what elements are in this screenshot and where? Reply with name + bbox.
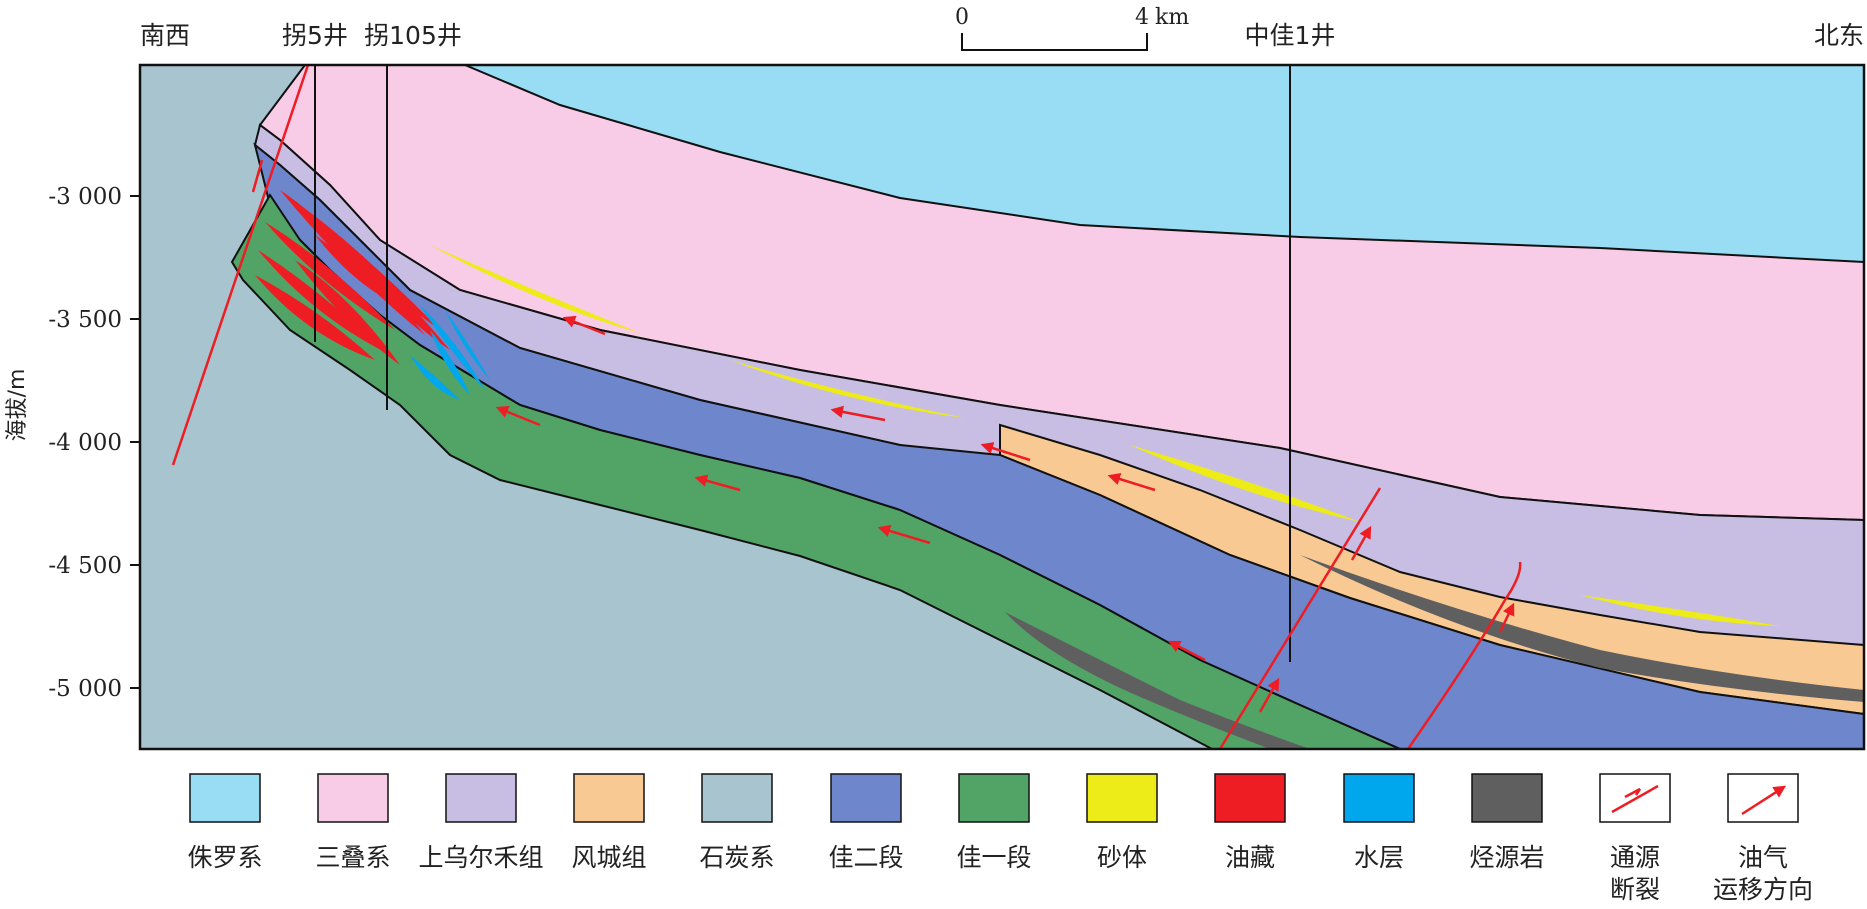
well-label: 拐105井 (364, 21, 462, 50)
legend-label: 运移方向 (1713, 875, 1813, 904)
legend-swatches (189, 773, 1799, 823)
y-axis: -3 000 -3 500 -4 000 -4 500 -5 000 海拔/m (5, 184, 140, 702)
legend-label: 油气 (1738, 843, 1788, 872)
scale-bar: 0 4 km (955, 5, 1189, 51)
source-faults (171, 65, 1522, 749)
y-tick-label: -4 000 (48, 430, 122, 456)
legend: 侏罗系 三叠系 上乌尔禾组 风城组 石炭系 佳二段 佳一段 砂体 油藏 水层 烃… (187, 773, 1813, 904)
water-layers (410, 305, 490, 400)
legend-label: 水层 (1354, 843, 1404, 872)
legend-label: 佳二段 (828, 843, 903, 872)
y-tick-label: -3 000 (48, 184, 122, 210)
migration-arrows (495, 315, 1206, 662)
legend-label: 风城组 (571, 843, 646, 872)
scale-bar-start: 0 (955, 5, 969, 30)
sand-body (1580, 595, 1780, 626)
well-bores (314, 65, 1291, 662)
legend-label: 烃源岩 (1469, 843, 1544, 872)
scale-bar-unit: km (1155, 5, 1189, 30)
legend-label: 通源 (1610, 843, 1660, 872)
legend-label: 砂体 (1097, 843, 1147, 872)
orientation-left: 南西 (140, 21, 190, 50)
well-label: 中佳1井 (1245, 21, 1336, 50)
legend-label: 断裂 (1610, 875, 1660, 904)
fault-symbol-icon (1611, 784, 1659, 814)
legend-label: 石炭系 (699, 843, 774, 872)
scale-bar-end: 4 (1135, 5, 1149, 30)
legend-label: 侏罗系 (187, 843, 262, 872)
y-tick-label: -5 000 (48, 676, 122, 702)
strata-layers (140, 65, 1864, 749)
orientation-right: 北东 (1814, 21, 1864, 50)
legend-label: 佳一段 (956, 843, 1031, 872)
sand-body (1130, 445, 1360, 522)
fault-displacement-icon (251, 159, 264, 193)
section-frame (138, 63, 1866, 751)
legend-label: 三叠系 (315, 843, 390, 872)
well-label: 拐5井 (282, 21, 348, 50)
y-tick-label: -3 500 (48, 307, 122, 333)
migration-arrow-icon (1741, 785, 1787, 816)
y-axis-title: 海拔/m (5, 369, 30, 442)
legend-label: 上乌尔禾组 (418, 843, 543, 872)
layer-jurassic (464, 65, 1864, 264)
legend-label: 油藏 (1225, 843, 1275, 872)
fault-migration-arrows (1258, 525, 1515, 713)
source-rock-lens-upper (1300, 555, 1864, 702)
y-tick-label: -4 500 (48, 553, 122, 579)
